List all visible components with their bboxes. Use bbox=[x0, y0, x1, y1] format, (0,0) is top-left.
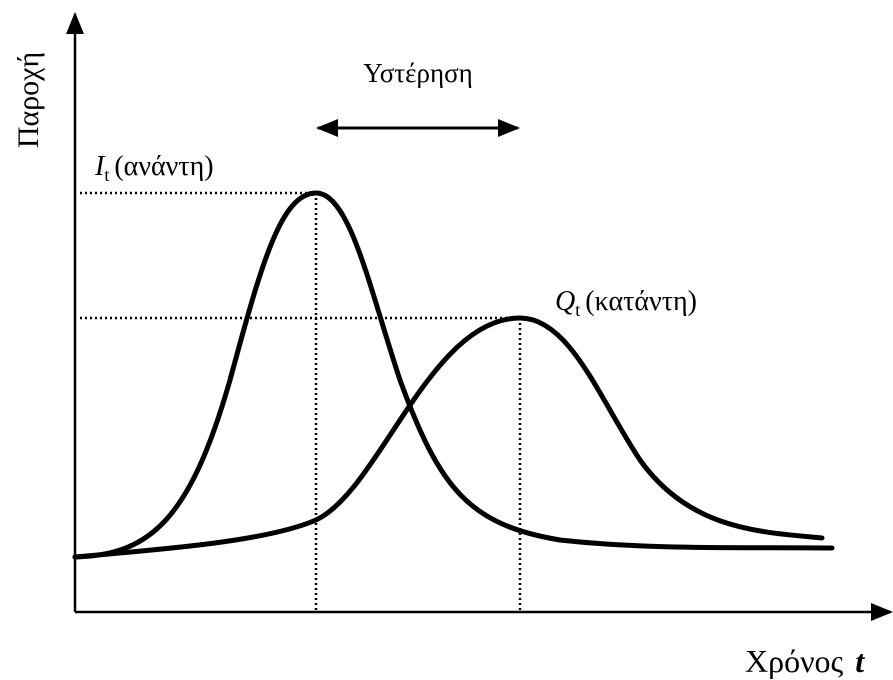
outflow-subscript: t bbox=[575, 300, 580, 320]
inflow-label: It (ανάντη) bbox=[94, 151, 214, 185]
y-axis-label: Παροχή bbox=[12, 52, 45, 148]
x-axis-name: Χρόνος bbox=[745, 643, 844, 679]
inflow-curve bbox=[72, 190, 835, 560]
inflow-subscript: t bbox=[104, 165, 109, 185]
x-axis-symbol: t bbox=[855, 643, 865, 679]
inflow-name: (ανάντη) bbox=[114, 151, 213, 182]
outflow-label: Qt (κατάντη) bbox=[555, 286, 697, 320]
outflow-symbol: Q bbox=[555, 286, 575, 317]
outflow-name: (κατάντη) bbox=[585, 286, 697, 317]
outflow-curve bbox=[72, 315, 825, 560]
inflow-symbol: I bbox=[94, 151, 106, 182]
x-axis-label: Χρόνος t bbox=[745, 643, 865, 679]
lag-label: Υστέρηση bbox=[363, 58, 473, 88]
